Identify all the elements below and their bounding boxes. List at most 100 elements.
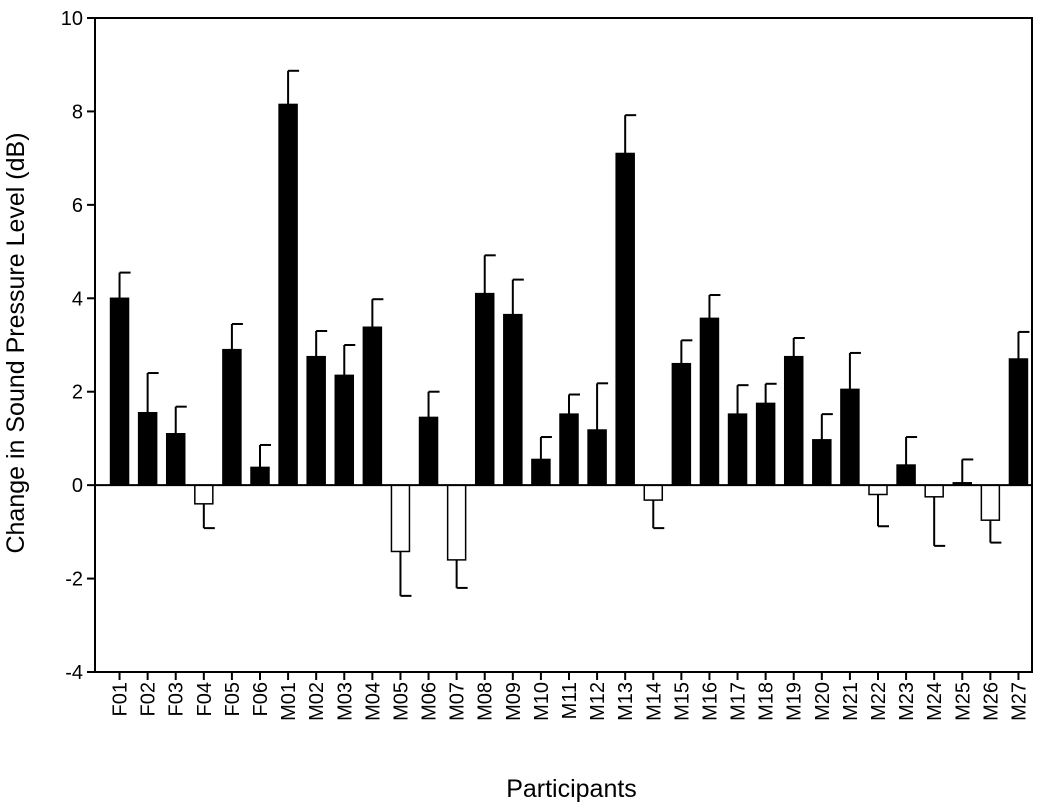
error-bar-m25	[961, 458, 974, 483]
bar-m18	[755, 402, 776, 486]
bar-f02	[137, 411, 158, 486]
error-bar-m18	[764, 382, 777, 404]
error-bar-m19	[792, 336, 805, 357]
error-bar-m12	[596, 382, 609, 431]
bar-m15	[671, 362, 692, 486]
bars-layer	[109, 103, 1029, 561]
error-bar-m11	[568, 393, 580, 415]
y-tick-label: 10	[61, 8, 83, 30]
x-tick-label: M22	[868, 682, 890, 721]
bar-f03	[165, 433, 186, 486]
bar-m27	[1008, 358, 1029, 486]
bar-m06	[418, 416, 439, 486]
error-bar-f06	[259, 443, 271, 468]
bar-m21	[840, 388, 860, 486]
y-tick-label: 2	[72, 382, 83, 404]
error-bar-m02	[315, 329, 328, 357]
bar-m03	[334, 374, 355, 486]
x-tick-label: M06	[419, 682, 441, 721]
bar-m05	[390, 484, 411, 553]
bar-m11	[559, 413, 579, 486]
bar-m22	[868, 484, 888, 496]
plot-frame	[94, 17, 1033, 673]
error-bar-m10	[539, 436, 552, 460]
error-bar-m04	[371, 298, 384, 328]
x-tick-label: M07	[447, 682, 469, 721]
x-tick-label: F01	[110, 682, 132, 716]
bar-m16	[699, 317, 720, 486]
error-bar-f02	[146, 372, 159, 413]
bar-f05	[222, 348, 242, 486]
x-tick-label: M15	[671, 682, 693, 721]
x-tick-label: M18	[756, 682, 778, 721]
bar-f06	[250, 466, 270, 486]
x-tick-label: M03	[334, 682, 356, 721]
error-bar-m08	[483, 254, 496, 294]
bar-m20	[812, 439, 832, 486]
error-bar-f03	[174, 405, 187, 434]
error-bar-m27	[1017, 330, 1030, 360]
error-bar-m01	[287, 69, 300, 105]
bar-m13	[615, 152, 635, 486]
y-axis-title: Change in Sound Pressure Level (dB)	[2, 132, 30, 553]
x-tick-label: M24	[924, 682, 946, 721]
y-tick-label: 4	[72, 288, 83, 310]
error-bar-m03	[343, 344, 356, 376]
error-bar-m13	[624, 114, 637, 154]
x-tick-label: M08	[475, 682, 497, 721]
error-bar-m06	[427, 390, 440, 418]
error-bar-m17	[736, 384, 749, 415]
x-tick-label: M27	[1008, 682, 1030, 721]
bar-m23	[896, 464, 916, 486]
bar-m09	[503, 313, 523, 486]
x-tick-label: M21	[840, 682, 862, 721]
bar-m17	[727, 413, 748, 486]
y-tick-label: 6	[72, 195, 83, 217]
x-tick-label: M05	[390, 682, 412, 721]
x-tick-label: M01	[278, 682, 300, 721]
bar-m14	[643, 484, 664, 501]
error-bar-f04	[202, 503, 215, 530]
bar-m04	[362, 326, 383, 486]
x-tick-label: F05	[222, 682, 244, 716]
y-tick-label: -2	[65, 569, 83, 591]
bar-m08	[474, 292, 495, 486]
x-tick-label: M26	[980, 682, 1002, 721]
x-tick-label: F06	[250, 682, 272, 716]
y-tick-label: -4	[65, 662, 83, 684]
error-bar-m21	[848, 351, 861, 390]
x-tick-label: M11	[559, 682, 581, 719]
x-tick-label: M10	[531, 682, 553, 721]
x-axis-title: Participants	[506, 775, 637, 803]
x-tick-label: M04	[362, 682, 384, 721]
error-bar-m16	[708, 294, 721, 319]
bar-m24	[924, 484, 944, 498]
error-bar-m24	[933, 496, 946, 547]
error-bar-m05	[399, 551, 412, 597]
x-tick-label: M14	[643, 682, 665, 721]
x-tick-label: F04	[194, 682, 216, 716]
x-tick-label: F03	[166, 682, 188, 716]
error-bar-m07	[455, 559, 468, 589]
bar-m07	[446, 484, 467, 561]
bar-m10	[531, 458, 551, 486]
error-bar-f01	[118, 271, 131, 299]
x-tick-label: M19	[784, 682, 806, 721]
x-tick-label: M16	[699, 682, 721, 721]
y-tick-label: 0	[72, 475, 83, 497]
bar-m02	[306, 355, 326, 486]
x-tick-label: F02	[138, 682, 160, 716]
x-tick-label: M09	[503, 682, 525, 721]
error-bar-m23	[905, 436, 918, 466]
bar-m12	[587, 429, 607, 486]
x-tick-label: M20	[812, 682, 834, 721]
error-bar-m09	[511, 278, 524, 315]
x-tick-label: M17	[728, 682, 750, 721]
x-tick-label: M13	[615, 682, 637, 721]
bar-f01	[109, 297, 130, 486]
x-axis: F01 F02 F03 F04 F05 F06 M01 M02 M03 M04 M05 M06 M07 M…	[110, 672, 1030, 721]
bar-m01	[278, 103, 298, 486]
error-bar-m26	[989, 520, 1002, 544]
x-tick-label: M02	[306, 682, 328, 721]
